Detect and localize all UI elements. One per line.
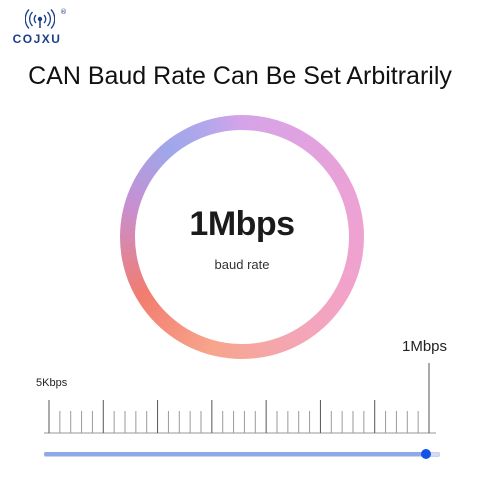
slider-fill (44, 452, 426, 456)
wifi-signal-icon (25, 9, 55, 29)
scale-min-label: 5Kbps (36, 377, 68, 389)
headline: CAN Baud Rate Can Be Set Arbitrarily (28, 62, 452, 90)
gradient-ring (120, 115, 364, 359)
baud-rate-value: 1Mbps (189, 205, 295, 243)
baud-rate-ruler (44, 363, 436, 434)
ring-center (135, 130, 349, 344)
baud-rate-slider[interactable] (44, 448, 440, 460)
registered-mark: ® (60, 8, 67, 16)
brand-name: COJXU (12, 32, 62, 46)
slider-thumb[interactable] (421, 449, 431, 459)
baud-rate-caption: baud rate (214, 257, 270, 272)
brand-logo: ® COJXU (10, 8, 70, 52)
scale-max-label: 1Mbps (402, 338, 448, 355)
